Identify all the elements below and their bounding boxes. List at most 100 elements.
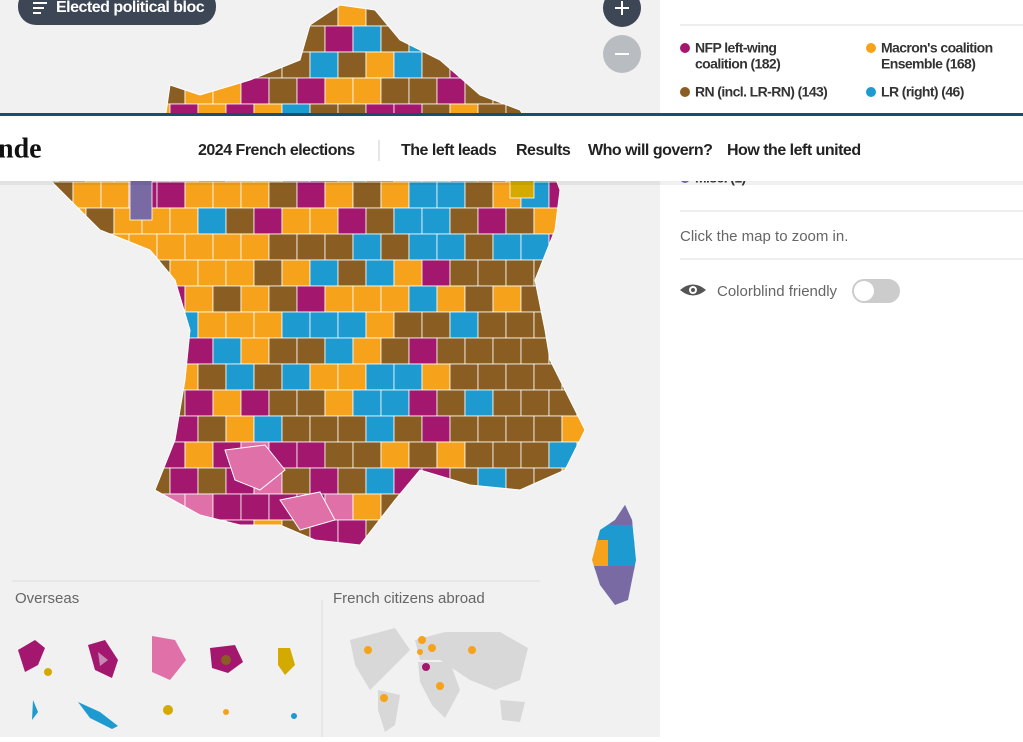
district[interactable] — [365, 311, 395, 339]
district[interactable] — [365, 259, 395, 287]
district[interactable] — [324, 285, 354, 313]
district[interactable] — [72, 181, 102, 209]
district[interactable] — [324, 25, 354, 53]
district[interactable] — [436, 181, 466, 209]
district[interactable] — [296, 285, 326, 313]
district[interactable] — [393, 207, 423, 235]
district[interactable] — [253, 311, 283, 339]
district[interactable] — [268, 285, 298, 313]
district[interactable] — [505, 207, 535, 235]
district[interactable] — [337, 51, 367, 79]
district[interactable] — [337, 207, 367, 235]
district[interactable] — [197, 467, 227, 495]
district[interactable] — [380, 181, 410, 209]
district[interactable] — [240, 77, 270, 105]
nav-link[interactable]: How the left united — [727, 142, 861, 159]
district[interactable] — [253, 415, 283, 443]
district[interactable] — [477, 207, 507, 235]
district[interactable] — [296, 77, 326, 105]
district[interactable] — [408, 337, 438, 365]
district[interactable] — [184, 285, 214, 313]
district[interactable] — [337, 363, 367, 391]
district[interactable] — [436, 337, 466, 365]
district[interactable] — [225, 311, 255, 339]
district[interactable] — [492, 233, 522, 261]
district[interactable] — [380, 285, 410, 313]
district[interactable] — [296, 389, 326, 417]
district[interactable] — [225, 415, 255, 443]
district[interactable] — [477, 415, 507, 443]
district[interactable] — [352, 77, 382, 105]
abroad-map[interactable] — [350, 628, 528, 732]
district[interactable] — [240, 233, 270, 261]
district[interactable] — [408, 285, 438, 313]
district[interactable] — [268, 337, 298, 365]
district[interactable] — [393, 415, 423, 443]
district[interactable] — [253, 259, 283, 287]
district[interactable] — [464, 233, 494, 261]
district[interactable] — [352, 25, 382, 53]
nav-link[interactable]: Results — [516, 142, 571, 159]
colorblind-toggle[interactable] — [852, 279, 900, 303]
district[interactable] — [309, 259, 339, 287]
district[interactable] — [197, 311, 227, 339]
district[interactable] — [279, 491, 336, 531]
district[interactable] — [324, 77, 354, 105]
district[interactable] — [380, 77, 410, 105]
district[interactable] — [505, 259, 535, 287]
district[interactable] — [129, 179, 153, 221]
district[interactable] — [352, 285, 382, 313]
district[interactable] — [365, 415, 395, 443]
district[interactable] — [309, 311, 339, 339]
nav-link[interactable]: The left leads — [401, 142, 497, 159]
district[interactable] — [393, 259, 423, 287]
district[interactable] — [324, 337, 354, 365]
district[interactable] — [240, 181, 270, 209]
district[interactable] — [197, 363, 227, 391]
logo[interactable]: nde — [0, 133, 42, 164]
district[interactable] — [337, 311, 367, 339]
district[interactable] — [212, 233, 242, 261]
district[interactable] — [464, 181, 494, 209]
district[interactable] — [436, 77, 466, 105]
district[interactable] — [212, 181, 242, 209]
district[interactable] — [380, 233, 410, 261]
district[interactable] — [393, 311, 423, 339]
district[interactable] — [505, 311, 535, 339]
district[interactable] — [324, 181, 354, 209]
district[interactable] — [337, 259, 367, 287]
district[interactable] — [281, 467, 311, 495]
district[interactable] — [477, 259, 507, 287]
district[interactable] — [281, 363, 311, 391]
district[interactable] — [309, 467, 339, 495]
district[interactable] — [184, 441, 214, 469]
district[interactable] — [253, 363, 283, 391]
district[interactable] — [337, 467, 367, 495]
district[interactable] — [240, 285, 270, 313]
district[interactable] — [505, 415, 535, 443]
district[interactable] — [449, 363, 479, 391]
district[interactable] — [268, 389, 298, 417]
district[interactable] — [169, 207, 199, 235]
district[interactable] — [197, 259, 227, 287]
district[interactable] — [464, 337, 494, 365]
district[interactable] — [212, 285, 242, 313]
nav-link[interactable]: 2024 French elections — [198, 142, 356, 159]
district[interactable] — [156, 181, 186, 209]
district[interactable] — [380, 389, 410, 417]
district[interactable] — [197, 207, 227, 235]
district[interactable] — [225, 207, 255, 235]
district[interactable] — [421, 415, 451, 443]
district[interactable] — [449, 415, 479, 443]
district[interactable] — [421, 363, 451, 391]
district[interactable] — [352, 233, 382, 261]
district[interactable] — [365, 207, 395, 235]
district[interactable] — [212, 337, 242, 365]
district[interactable] — [365, 363, 395, 391]
district[interactable] — [352, 181, 382, 209]
district[interactable] — [492, 337, 522, 365]
district[interactable] — [436, 285, 466, 313]
district[interactable] — [268, 181, 298, 209]
district[interactable] — [408, 441, 438, 469]
district[interactable] — [408, 77, 438, 105]
